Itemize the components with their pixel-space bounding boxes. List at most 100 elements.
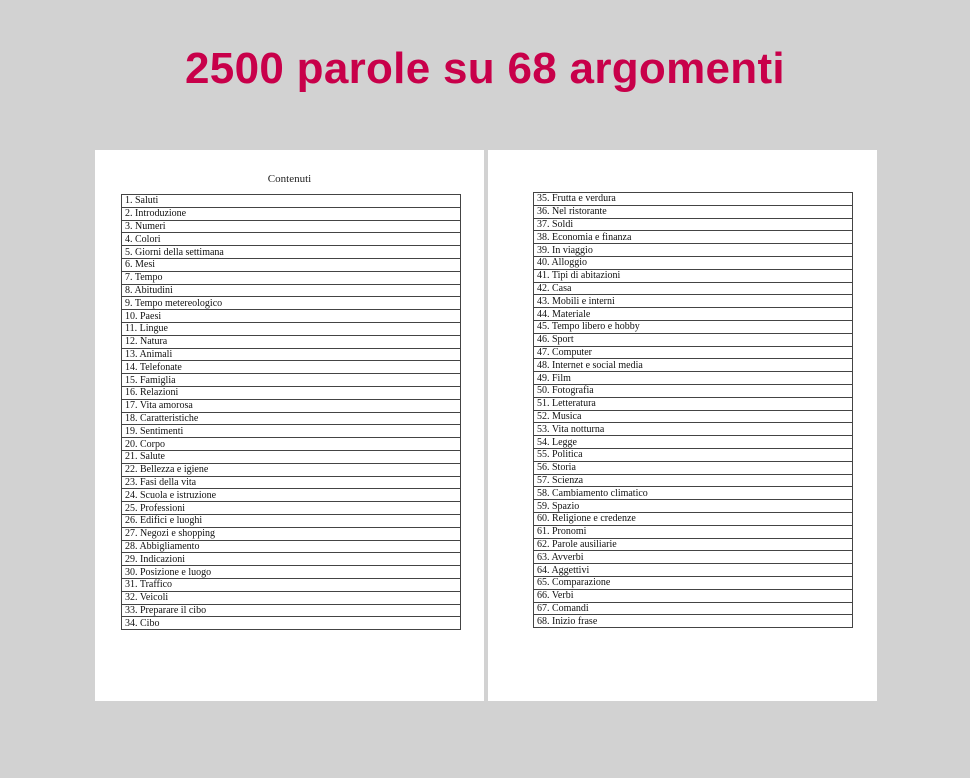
table-row: 34. Cibo bbox=[121, 616, 461, 631]
topic-item: 10. Paesi bbox=[121, 309, 461, 323]
topic-item: 55. Politica bbox=[533, 447, 853, 462]
topic-item: 16. Relazioni bbox=[121, 385, 461, 400]
contents-table-left: 1. Saluti 2. Introduzione 3. Numeri 4. Colo… bbox=[121, 194, 461, 631]
topic-item: 14. Telefonate bbox=[121, 360, 461, 375]
table-row: 25. Professioni bbox=[121, 501, 461, 515]
topic-item: 27. Negozi e shopping bbox=[121, 526, 461, 541]
topic-item: 56. Storia bbox=[533, 460, 853, 475]
topic-item: 34. Cibo bbox=[121, 616, 461, 631]
table-row: 47. Computer bbox=[533, 345, 853, 360]
table-row: 19. Sentimenti bbox=[121, 424, 461, 439]
topic-item: 37. Soldi bbox=[533, 217, 853, 232]
table-row: 5. Giorni della settimana bbox=[121, 245, 461, 259]
topic-item: 3. Numeri bbox=[121, 219, 461, 234]
topic-item: 15. Famiglia bbox=[121, 373, 461, 387]
contents-table-right: 35. Frutta e verdura 36. Nel ristorante 37… bbox=[533, 192, 853, 629]
table-row: 4. Colori bbox=[121, 232, 461, 247]
topic-item: 20. Corpo bbox=[121, 437, 461, 451]
table-row: 10. Paesi bbox=[121, 309, 461, 323]
topic-item: 42. Casa bbox=[533, 281, 853, 296]
topic-item: 28. Abbigliamento bbox=[121, 539, 461, 554]
table-row: 35. Frutta e verdura bbox=[533, 192, 853, 206]
table-row: 30. Posizione e luogo bbox=[121, 565, 461, 579]
table-row: 67. Comandi bbox=[533, 601, 853, 616]
table-row: 51. Letteratura bbox=[533, 396, 853, 411]
topic-item: 4. Colori bbox=[121, 232, 461, 247]
right-page: 35. Frutta e verdura 36. Nel ristorante 37… bbox=[488, 150, 877, 701]
topic-item: 6. Mesi bbox=[121, 257, 461, 272]
topic-item: 65. Comparazione bbox=[533, 575, 853, 590]
topic-item: 52. Musica bbox=[533, 409, 853, 424]
table-row: 3. Numeri bbox=[121, 219, 461, 234]
topic-item: 24. Scuola e istruzione bbox=[121, 488, 461, 503]
topic-item: 54. Legge bbox=[533, 435, 853, 449]
table-row: 48. Internet e social media bbox=[533, 358, 853, 373]
topic-item: 29. Indicazioni bbox=[121, 552, 461, 567]
topic-item: 68. Inizio frase bbox=[533, 614, 853, 629]
topic-item: 53. Vita notturna bbox=[533, 422, 853, 437]
table-row: 21. Salute bbox=[121, 449, 461, 464]
table-row: 8. Abitudini bbox=[121, 283, 461, 298]
left-page: Contenuti 1. Saluti 2. Introduzione 3. Num… bbox=[95, 150, 484, 701]
table-row: 18. Caratteristiche bbox=[121, 411, 461, 426]
topic-item: 12. Natura bbox=[121, 334, 461, 349]
topic-item: 64. Aggettivi bbox=[533, 563, 853, 577]
topic-item: 45. Tempo libero e hobby bbox=[533, 319, 853, 334]
topic-item: 50. Fotografia bbox=[533, 383, 853, 398]
table-row: 7. Tempo bbox=[121, 270, 461, 285]
topic-item: 48. Internet e social media bbox=[533, 358, 853, 373]
topic-item: 8. Abitudini bbox=[121, 283, 461, 298]
table-row: 12. Natura bbox=[121, 334, 461, 349]
table-row: 61. Pronomi bbox=[533, 524, 853, 539]
table-row: 53. Vita notturna bbox=[533, 422, 853, 437]
table-row: 2. Introduzione bbox=[121, 206, 461, 221]
topic-item: 9. Tempo metereologico bbox=[121, 296, 461, 311]
table-row: 6. Mesi bbox=[121, 257, 461, 272]
table-row: 29. Indicazioni bbox=[121, 552, 461, 567]
topic-item: 21. Salute bbox=[121, 449, 461, 464]
topic-item: 36. Nel ristorante bbox=[533, 204, 853, 219]
table-row: 1. Saluti bbox=[121, 194, 461, 208]
table-row: 28. Abbigliamento bbox=[121, 539, 461, 554]
topic-item: 33. Preparare il cibo bbox=[121, 603, 461, 618]
table-row: 66. Verbi bbox=[533, 588, 853, 603]
table-row: 50. Fotografia bbox=[533, 383, 853, 398]
topic-item: 39. In viaggio bbox=[533, 243, 853, 257]
table-row: 59. Spazio bbox=[533, 499, 853, 513]
topic-item: 49. Film bbox=[533, 371, 853, 385]
topic-item: 30. Posizione e luogo bbox=[121, 565, 461, 579]
table-row: 14. Telefonate bbox=[121, 360, 461, 375]
topic-item: 18. Caratteristiche bbox=[121, 411, 461, 426]
table-row: 64. Aggettivi bbox=[533, 563, 853, 577]
topic-item: 22. Bellezza e igiene bbox=[121, 462, 461, 477]
table-row: 37. Soldi bbox=[533, 217, 853, 232]
topic-item: 7. Tempo bbox=[121, 270, 461, 285]
table-row: 31. Traffico bbox=[121, 577, 461, 592]
topic-item: 32. Veicoli bbox=[121, 590, 461, 605]
table-row: 63. Avverbi bbox=[533, 550, 853, 565]
topic-item: 60. Religione e credenze bbox=[533, 511, 853, 526]
table-row: 57. Scienza bbox=[533, 473, 853, 488]
topic-item: 47. Computer bbox=[533, 345, 853, 360]
topic-item: 67. Comandi bbox=[533, 601, 853, 616]
table-row: 46. Sport bbox=[533, 332, 853, 347]
table-row: 56. Storia bbox=[533, 460, 853, 475]
table-row: 49. Film bbox=[533, 371, 853, 385]
topic-item: 41. Tipi di abitazioni bbox=[533, 268, 853, 283]
table-row: 20. Corpo bbox=[121, 437, 461, 451]
table-row: 13. Animali bbox=[121, 347, 461, 362]
topic-item: 13. Animali bbox=[121, 347, 461, 362]
table-row: 22. Bellezza e igiene bbox=[121, 462, 461, 477]
topic-item: 38. Economia e finanza bbox=[533, 230, 853, 245]
table-row: 52. Musica bbox=[533, 409, 853, 424]
table-row: 60. Religione e credenze bbox=[533, 511, 853, 526]
table-row: 41. Tipi di abitazioni bbox=[533, 268, 853, 283]
table-row: 40. Alloggio bbox=[533, 255, 853, 270]
table-row: 55. Politica bbox=[533, 447, 853, 462]
table-row: 62. Parole ausiliarie bbox=[533, 537, 853, 552]
table-row: 16. Relazioni bbox=[121, 385, 461, 400]
table-row: 24. Scuola e istruzione bbox=[121, 488, 461, 503]
page-title: 2500 parole su 68 argomenti bbox=[185, 44, 785, 93]
topic-item: 5. Giorni della settimana bbox=[121, 245, 461, 259]
topic-item: 61. Pronomi bbox=[533, 524, 853, 539]
